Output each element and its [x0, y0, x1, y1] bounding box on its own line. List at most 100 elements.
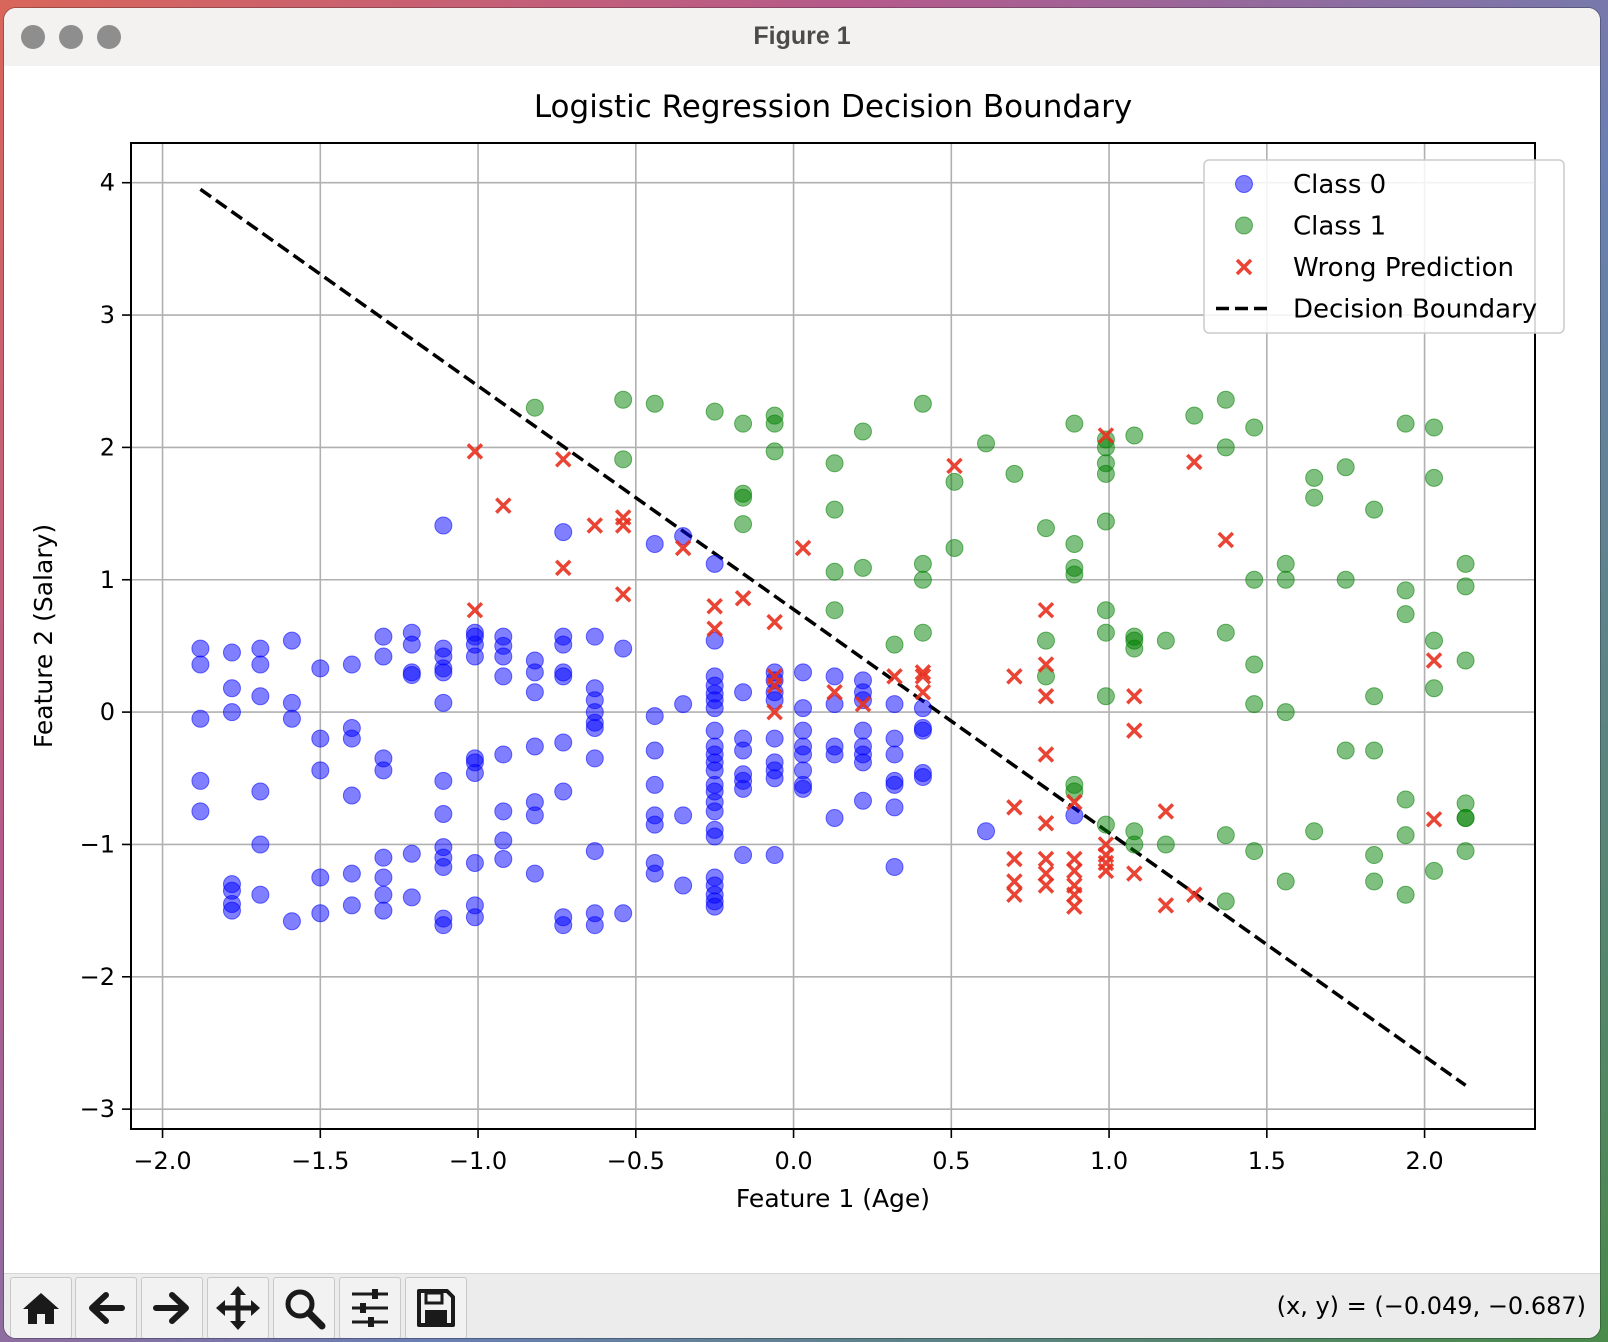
class-0-point [434, 693, 453, 712]
class-1-point [1065, 414, 1084, 433]
forward-button[interactable] [141, 1277, 203, 1338]
class-0-point [1065, 806, 1084, 825]
class-0-point [342, 864, 361, 883]
class-1-point [1396, 885, 1415, 904]
class-0-point [402, 666, 421, 685]
class-0-point [645, 815, 664, 834]
zoom-button[interactable] [273, 1277, 335, 1338]
class-0-point [191, 655, 210, 674]
class-0-point [554, 635, 573, 654]
class-1-point [1396, 581, 1415, 600]
legend-label: Decision Boundary [1293, 295, 1537, 325]
class-1-point [1245, 695, 1264, 714]
wrong-prediction-point [1217, 531, 1235, 549]
home-button[interactable] [10, 1277, 72, 1338]
wrong-prediction-point [466, 443, 484, 460]
class-0-point [554, 916, 573, 935]
class-0-point [765, 691, 784, 710]
class-0-point [222, 901, 241, 920]
maximize-window-button[interactable] [97, 25, 121, 49]
class-0-point [794, 699, 813, 718]
class-0-point [885, 745, 904, 764]
class-1-point [1336, 458, 1355, 477]
class-0-point [434, 857, 453, 876]
x-tick-label: 1.0 [1090, 1147, 1128, 1175]
class-1-point [1096, 601, 1115, 620]
class-0-point [402, 844, 421, 863]
class-0-point [705, 802, 724, 821]
class-0-point [251, 885, 270, 904]
wrong-prediction-point [1425, 652, 1443, 669]
wrong-prediction-point [1037, 687, 1055, 705]
wrong-prediction-point [1006, 873, 1023, 890]
axes-frame [130, 142, 1536, 1130]
class-1-point [885, 635, 904, 654]
class-0-point [282, 631, 301, 650]
class-0-point [311, 868, 330, 887]
class-0-point [374, 627, 393, 646]
class-1-point [734, 515, 753, 534]
save-button[interactable] [405, 1277, 467, 1338]
class-1-point [1096, 464, 1115, 483]
class-1-point [977, 434, 996, 453]
class-1-point [1216, 623, 1235, 642]
wrong-prediction-point [1037, 865, 1055, 882]
wrong-prediction-point [555, 451, 572, 468]
y-tick-label: 4 [100, 169, 115, 197]
class-0-point [554, 782, 573, 801]
title-bar: Figure 1 [4, 8, 1600, 67]
configure-subplots-button[interactable] [339, 1277, 401, 1338]
class-0-point [794, 779, 813, 798]
class-0-point [614, 639, 633, 658]
class-1-point [1096, 687, 1115, 706]
window-title: Figure 1 [753, 22, 851, 50]
class-0-point [765, 846, 784, 865]
class-0-point [913, 721, 932, 740]
minimize-window-button[interactable] [59, 25, 83, 49]
class-0-point [645, 864, 664, 883]
class-1-point [1036, 631, 1055, 650]
class-0-point [525, 737, 544, 756]
class-0-point [465, 853, 484, 872]
class-0-point [885, 857, 904, 876]
wrong-prediction-point [1097, 427, 1115, 444]
wrong-prediction-point [1066, 793, 1083, 811]
class-1-point [1276, 554, 1295, 573]
class-0-point [525, 806, 544, 825]
class-1-point [1425, 679, 1444, 698]
class-0-point [251, 655, 270, 674]
scatter-plot[interactable]: −2.0 −1.5 −1.0 −0.5 0.0 0.5 1.0 1.5 2.0 −3 −2 −1 0 1 2… [4, 66, 1600, 1273]
class-0-point [853, 721, 872, 740]
class-0-point [191, 771, 210, 790]
class-0-point [465, 647, 484, 666]
wrong-prediction-point [1126, 865, 1143, 882]
pan-button[interactable] [207, 1277, 269, 1338]
class-1-point [1156, 631, 1175, 650]
wrong-prediction-point [1037, 815, 1055, 832]
class-0-point [674, 806, 693, 825]
legend-class-0-marker [1235, 175, 1253, 193]
wrong-prediction-point [586, 517, 604, 534]
wrong-prediction-point [706, 620, 723, 637]
decision-boundary-line [199, 187, 1467, 1087]
wrong-prediction-point [854, 695, 872, 713]
axis-ticks: −2.0 −1.5 −1.0 −0.5 0.0 0.5 1.0 1.5 2.0 −3 −2 −1 0 1 2… [80, 169, 1444, 1175]
wrong-prediction-point [1126, 687, 1143, 705]
class-0-point [525, 864, 544, 883]
legend-box [1203, 159, 1565, 334]
class-0-point [342, 655, 361, 674]
class-0-point [794, 745, 813, 764]
class-0-point [251, 835, 270, 854]
wrong-prediction-point [1037, 656, 1055, 673]
figure-canvas[interactable]: −2.0 −1.5 −1.0 −0.5 0.0 0.5 1.0 1.5 2.0 −3 −2 −1 0 1 2… [4, 66, 1600, 1273]
wrong-prediction-point [1425, 811, 1443, 828]
class-1-point [1216, 438, 1235, 457]
class-1-point [1336, 741, 1355, 760]
class-0-point [977, 822, 996, 841]
wrong-prediction-point [1157, 897, 1175, 914]
class-1-point [1456, 651, 1475, 670]
back-button[interactable] [75, 1277, 137, 1338]
wrong-prediction-point [1097, 862, 1115, 880]
class-1-point [1036, 519, 1055, 538]
close-window-button[interactable] [21, 25, 45, 49]
